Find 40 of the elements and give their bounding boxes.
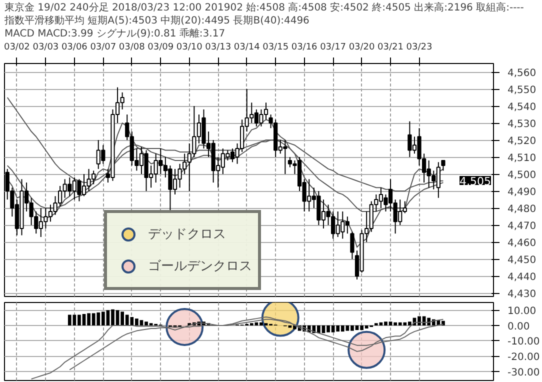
y-tick-label: 4,470 xyxy=(508,221,536,232)
y-tick-label: -10.00 xyxy=(508,336,540,348)
y-tick-label: 4,510 xyxy=(508,153,536,164)
x-tick-label: 03/13 xyxy=(205,42,232,52)
text: 4,505 xyxy=(460,175,491,188)
x-tick-label: 03/20 xyxy=(348,42,376,52)
y-tick-label: 10.00 xyxy=(508,306,536,318)
y-tick-label: 4,450 xyxy=(508,255,536,266)
x-tick-label: 03/10 xyxy=(176,42,203,52)
x-tick-label: 03/16 xyxy=(291,42,318,52)
y-tick-label: 4,560 xyxy=(508,68,536,80)
y-tick-label: 0.00 xyxy=(508,321,530,332)
y-tick-label: 4,540 xyxy=(508,102,536,114)
y-tick-label: -20.00 xyxy=(508,352,540,364)
x-tick-label: 03/08 xyxy=(118,42,146,52)
chart-subtitle: 指数平滑移動平均 短期A(5):4503 中期(20):4495 長期B(40):4496 xyxy=(4,14,310,26)
y-tick-label: 4,520 xyxy=(508,136,536,148)
x-tick-label: 03/06 xyxy=(61,42,88,52)
y-tick-label: 4,440 xyxy=(508,272,536,284)
x-tick-label: 03/21 xyxy=(378,42,404,52)
y-tick-label: 4,480 xyxy=(508,204,536,216)
legend-label: ゴールデンクロス xyxy=(148,258,252,275)
x-tick-label: 03/17 xyxy=(320,42,346,52)
x-tick-label: 03/09 xyxy=(148,42,174,52)
y-tick-label: 4,500 xyxy=(508,170,536,182)
y-tick-label: 4,550 xyxy=(508,85,536,96)
x-tick-label: 03/03 xyxy=(32,42,59,52)
y-tick-label: 4,530 xyxy=(508,119,536,130)
legend-label: デッドクロス xyxy=(148,226,226,243)
chart-title: 東京金 19/02 240分足 2018/03/23 12:00 201902 始:4508 高:4508 安:4502 終:4505 出来高:2196 取組高:---- xyxy=(4,2,524,14)
text: MACD MACD:3.99 シグナル(9):0.81 乖離:3.17 xyxy=(4,28,226,40)
y-tick-label: 4,430 xyxy=(508,289,536,300)
y-tick-label: 4,490 xyxy=(508,187,536,198)
y-tick-label: 4,460 xyxy=(508,238,536,250)
y-tick-label: -30.00 xyxy=(508,367,540,378)
x-tick-label: 03/23 xyxy=(406,42,432,52)
x-tick-label: 03/02 xyxy=(4,42,30,52)
x-tick-label: 03/14 xyxy=(234,42,260,52)
x-tick-label: 03/07 xyxy=(90,42,116,52)
x-tick-label: 03/15 xyxy=(262,42,289,52)
